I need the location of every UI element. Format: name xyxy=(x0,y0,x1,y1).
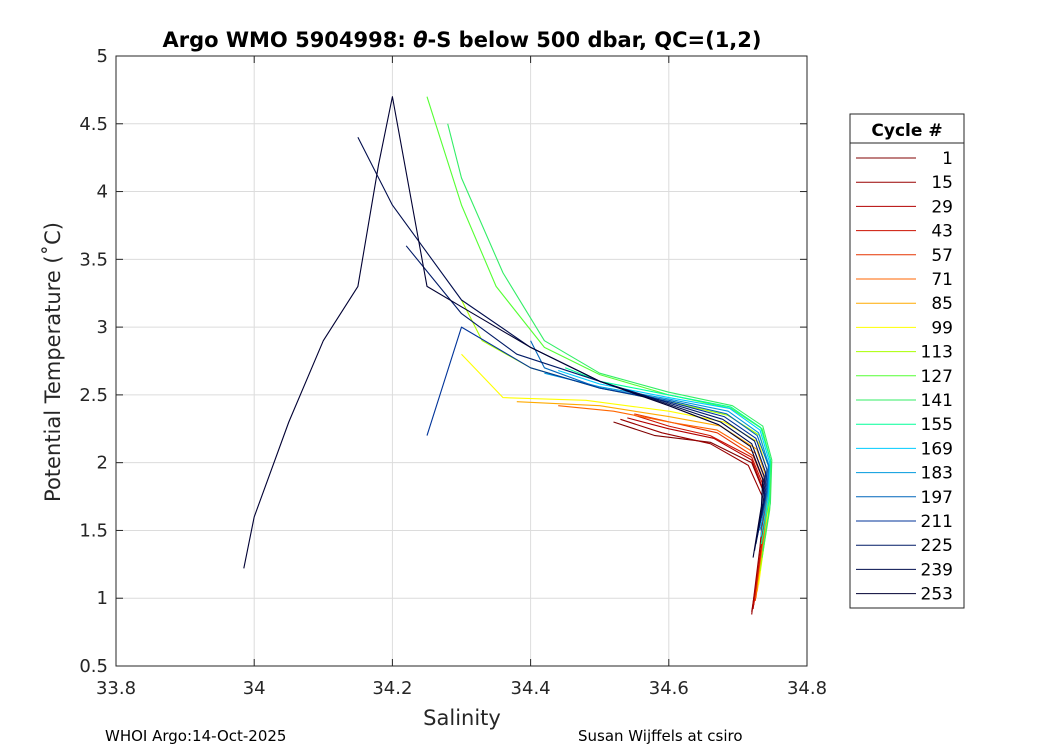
y-tick-label: 0.5 xyxy=(79,656,108,677)
legend-label-169: 169 xyxy=(921,439,953,459)
y-tick-label: 1 xyxy=(97,588,108,609)
x-axis-ticks: 33.8 34 34.2 34.4 34.6 34.8 xyxy=(96,56,827,699)
chart-title: Argo WMO 5904998: θ-S below 500 dbar, QC… xyxy=(162,28,761,52)
legend-label-253: 253 xyxy=(921,585,953,605)
series-line-cycle-211 xyxy=(426,326,768,538)
legend-entries: 1 15 29 43 57 71 85 99 113 127 141 155 169 183 197 211 2… xyxy=(856,149,953,605)
series-line-cycle-85 xyxy=(516,401,769,592)
legend-label-197: 197 xyxy=(921,488,953,508)
legend-label-71: 71 xyxy=(931,270,953,290)
series-line-cycle-239 xyxy=(357,137,765,551)
y-axis-label: Potential Temperature (˚C) xyxy=(41,222,65,502)
legend-label-127: 127 xyxy=(921,367,953,387)
series-line-cycle-155 xyxy=(564,367,771,545)
legend-label-211: 211 xyxy=(921,512,953,532)
legend-label-57: 57 xyxy=(931,246,953,266)
footer-left: WHOI Argo:14-Oct-2025 xyxy=(105,727,286,745)
legend-label-1: 1 xyxy=(942,149,953,169)
plot-frame xyxy=(115,55,808,667)
x-tick-label: 34.2 xyxy=(372,678,412,699)
legend-label-29: 29 xyxy=(931,197,953,217)
x-tick-label: 33.8 xyxy=(96,678,136,699)
series-line-cycle-169 xyxy=(558,369,771,538)
legend-label-239: 239 xyxy=(921,560,953,580)
series-line-cycle-197 xyxy=(530,340,769,531)
series-line-cycle-253 xyxy=(243,96,764,569)
x-tick-label: 34.4 xyxy=(511,678,551,699)
y-tick-label: 3 xyxy=(97,317,108,338)
x-tick-label: 34 xyxy=(243,678,266,699)
series-line-cycle-141 xyxy=(447,123,773,551)
x-tick-label: 34.6 xyxy=(649,678,689,699)
x-tick-label: 34.8 xyxy=(787,678,827,699)
series-lines xyxy=(243,96,773,615)
y-tick-label: 4.5 xyxy=(79,114,108,135)
series-line-cycle-225 xyxy=(405,245,767,545)
y-tick-label: 2.5 xyxy=(79,385,108,406)
series-line-cycle-15 xyxy=(620,418,765,615)
legend-box xyxy=(849,113,965,609)
footer-right: Susan Wijffels at csiro xyxy=(578,727,743,745)
y-tick-label: 5 xyxy=(97,46,108,67)
y-tick-label: 3.5 xyxy=(79,249,108,270)
legend-label-225: 225 xyxy=(921,536,953,556)
legend-label-113: 113 xyxy=(921,343,953,363)
y-axis-ticks: 0.5 1 1.5 2 2.5 3 3.5 4 4.5 5 xyxy=(79,46,807,677)
legend-label-155: 155 xyxy=(921,415,953,435)
y-tick-label: 4 xyxy=(97,182,108,203)
legend-title: Cycle # xyxy=(871,121,942,141)
legend-label-85: 85 xyxy=(931,294,953,314)
legend-label-15: 15 xyxy=(931,173,953,193)
legend: Cycle # 1 15 29 43 57 71 85 99 113 127 141 155 169 18… xyxy=(849,113,965,609)
plot-area xyxy=(116,56,807,666)
y-tick-label: 1.5 xyxy=(79,520,108,541)
legend-label-43: 43 xyxy=(931,222,953,242)
legend-label-141: 141 xyxy=(921,391,953,411)
series-line-cycle-183 xyxy=(544,372,770,531)
x-axis-label: Salinity xyxy=(423,706,501,730)
legend-label-99: 99 xyxy=(931,318,953,338)
y-tick-label: 2 xyxy=(97,453,108,474)
legend-label-183: 183 xyxy=(921,464,953,484)
